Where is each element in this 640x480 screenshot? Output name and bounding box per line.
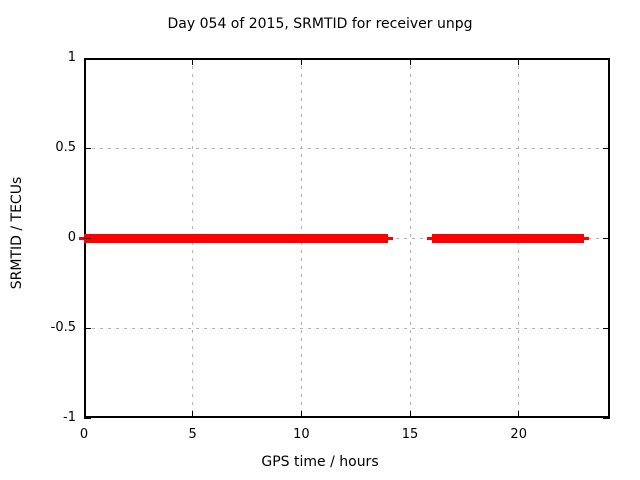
x-tick-label: 15	[401, 427, 419, 442]
series-segment-cap	[79, 236, 84, 240]
y-tick-label: -1	[63, 410, 76, 425]
y-tick-mark-right	[603, 147, 610, 149]
y-tick-mark-right	[603, 57, 610, 59]
y-tick-label: -0.5	[50, 320, 76, 335]
series-segment-cap	[583, 236, 589, 240]
series-segment	[431, 233, 584, 243]
x-tick-mark	[192, 411, 194, 418]
y-tick-mark	[84, 237, 91, 239]
x-axis-label: GPS time / hours	[261, 454, 379, 470]
y-tick-label: 1	[67, 50, 76, 65]
x-tick-label: 0	[79, 427, 89, 442]
y-tick-mark-right	[603, 237, 610, 239]
x-tick-label: 20	[510, 427, 527, 442]
x-tick-mark-top	[409, 58, 411, 65]
y-tick-label: 0	[67, 230, 76, 245]
y-tick-mark-right	[603, 327, 610, 329]
x-tick-mark	[83, 411, 85, 418]
grid-line-y--0.5	[84, 327, 610, 329]
x-tick-mark	[300, 411, 302, 418]
x-tick-mark	[409, 411, 411, 418]
chart-title: Day 054 of 2015, SRMTID for receiver unp…	[167, 16, 473, 32]
plot-area	[79, 57, 610, 419]
y-tick-mark	[84, 147, 91, 149]
x-tick-label: 10	[293, 427, 310, 442]
x-tick-mark	[518, 411, 520, 418]
series-segment-cap	[388, 236, 394, 240]
y-tick-mark	[84, 417, 91, 419]
y-tick-mark-right	[603, 417, 610, 419]
x-tick-mark-top	[83, 58, 85, 65]
x-tick-mark-top	[518, 58, 520, 65]
y-tick-label: 0.5	[55, 140, 76, 155]
x-tick-label: 5	[188, 427, 197, 442]
grid-line-y-0.5	[84, 147, 610, 149]
x-tick-mark-top	[300, 58, 302, 65]
y-tick-mark	[84, 57, 91, 59]
y-tick-mark	[84, 327, 91, 329]
series-segment	[84, 233, 389, 243]
series-segment-cap	[426, 236, 432, 240]
x-tick-mark-top	[192, 58, 194, 65]
